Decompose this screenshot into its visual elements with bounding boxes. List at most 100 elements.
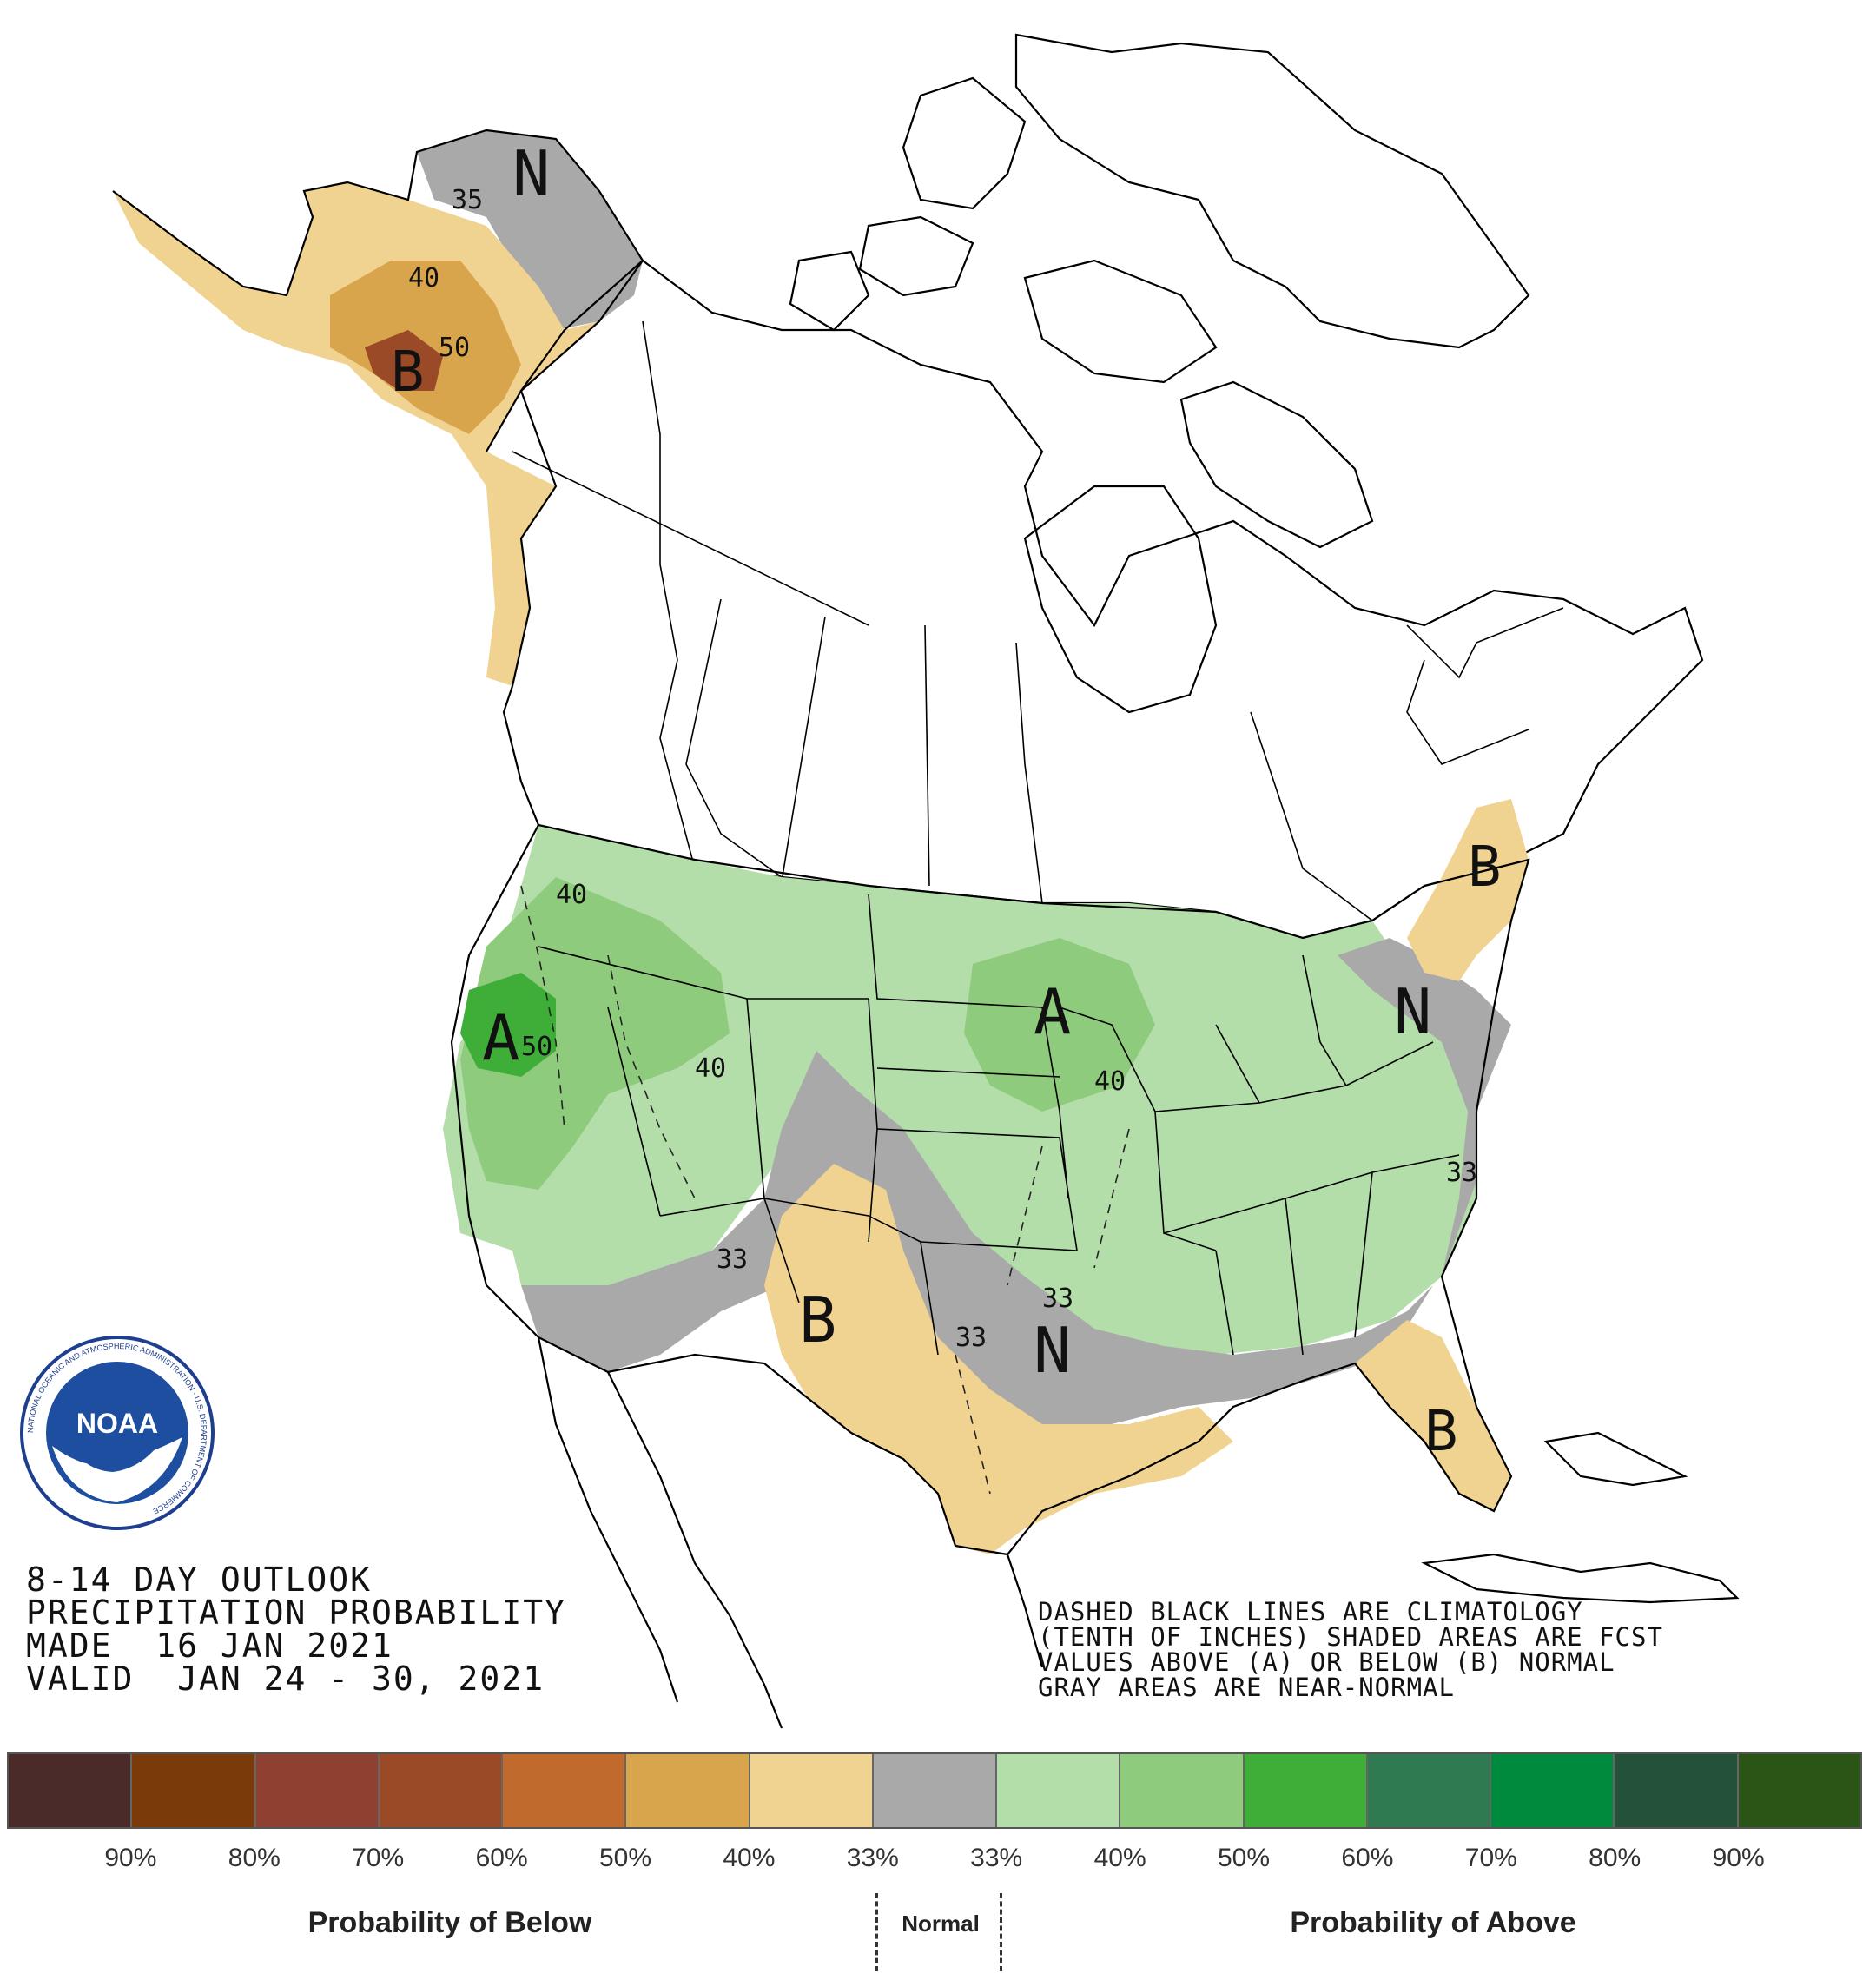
outlook-title-block: 8-14 DAY OUTLOOK PRECIPITATION PROBABILIT… — [26, 1563, 566, 1695]
legend-swatch — [1367, 1754, 1492, 1827]
south-n-label: N — [1034, 1314, 1071, 1387]
legend-percent-label: 33% — [846, 1844, 899, 1872]
midwest-a-label: A — [1034, 975, 1071, 1048]
legend-percent-label: 70% — [1464, 1844, 1517, 1872]
title-line-1: 8-14 DAY OUTLOOK — [26, 1561, 373, 1599]
alaska-35-label: 35 — [452, 185, 483, 215]
province-line-1 — [512, 451, 869, 626]
canada-outline — [502, 259, 1704, 940]
conus-below-33-northeast-area — [1407, 799, 1529, 981]
legend-percent-label: 90% — [1712, 1844, 1765, 1872]
note-line-3: VALUES ABOVE (A) OR BELOW (B) NORMAL — [1038, 1647, 1615, 1677]
southwest-b-label: B — [799, 1284, 836, 1356]
conus-below-33-southwest-area — [764, 1164, 1233, 1554]
legend-percent-label: 80% — [1589, 1844, 1642, 1872]
legend-percent-label: 90% — [104, 1844, 157, 1872]
title-line-3: MADE 16 JAN 2021 — [26, 1627, 393, 1665]
labrador-line — [1406, 607, 1564, 679]
conus-above-40-west-area — [460, 877, 730, 1190]
legend-swatch — [997, 1754, 1121, 1827]
note-line-2: (TENTH OF INCHES) SHADED AREAS ARE FCST — [1038, 1622, 1663, 1652]
probability-above-label: Probability of Above — [1290, 1906, 1576, 1939]
legend-percent-label: 60% — [475, 1844, 528, 1872]
alaska-region: N B 35 40 50 — [112, 129, 644, 686]
florida-b-label: B — [1424, 1400, 1458, 1464]
legend-swatch — [379, 1754, 504, 1827]
climatology-line-4 — [1007, 1145, 1043, 1286]
state-lines-central — [868, 894, 1217, 1251]
west-40-label: 40 — [556, 880, 587, 910]
province-line-5 — [924, 624, 930, 887]
normal-divider-left — [875, 1893, 878, 1971]
legend-swatch — [1615, 1754, 1739, 1827]
legend-swatch — [1244, 1754, 1368, 1827]
alaska-50-label: 50 — [439, 333, 470, 363]
conus-above-40-midwest-area — [964, 938, 1155, 1112]
quebec-line — [1406, 659, 1529, 765]
legend-percent-label: 50% — [598, 1844, 652, 1872]
state-lines-east — [1154, 954, 1460, 1356]
conus-below-33-florida-area — [1355, 1320, 1511, 1511]
south-33b-label: 33 — [1042, 1284, 1073, 1314]
south-33-label: 33 — [955, 1323, 987, 1353]
color-legend-bar — [7, 1752, 1862, 1829]
southern-outlines — [537, 1336, 1740, 1729]
noaa-logo-text: NOAA — [76, 1408, 158, 1439]
climatology-line-5 — [1093, 1128, 1130, 1269]
legend-percent-label: 60% — [1341, 1844, 1394, 1872]
legend-swatch — [9, 1754, 133, 1827]
baffin-island — [1179, 380, 1374, 549]
southwest-33-label: 33 — [717, 1244, 748, 1275]
east-33-label: 33 — [1446, 1158, 1477, 1188]
legend-percent-label: 40% — [1093, 1844, 1146, 1872]
legend-swatch — [626, 1754, 750, 1827]
normal-divider-right — [1000, 1893, 1002, 1971]
west-a-label: A — [482, 1001, 519, 1074]
legend-swatch — [750, 1754, 874, 1827]
canada-region — [502, 259, 1704, 940]
legend-percent-label: 33% — [970, 1844, 1023, 1872]
climatology-line-2 — [607, 954, 696, 1199]
title-line-4: VALID JAN 24 - 30, 2021 — [26, 1660, 545, 1698]
legend-swatch — [255, 1754, 380, 1827]
mexico-outline — [607, 1371, 783, 1729]
note-line-1: DASHED BLACK LINES ARE CLIMATOLOGY — [1038, 1597, 1583, 1627]
mexico-gulf-coast — [1006, 1554, 1044, 1668]
province-line-7 — [1250, 711, 1373, 921]
province-line-4 — [781, 616, 826, 882]
alaska-below-50-area — [365, 330, 443, 391]
conus-above-50-area — [460, 973, 556, 1077]
province-line-3 — [685, 598, 783, 878]
arctic-outlines — [789, 33, 1530, 549]
legend-swatch — [132, 1754, 256, 1827]
legend-swatch — [1738, 1754, 1860, 1827]
climatology-line-1 — [520, 885, 565, 1130]
northeast-b-label: B — [1468, 835, 1502, 900]
alaska-near-normal-area — [417, 130, 643, 330]
legend-swatch — [1491, 1754, 1615, 1827]
hudson-bay — [1023, 485, 1218, 714]
arctic-island-4 — [789, 250, 870, 332]
province-line-6 — [1015, 642, 1043, 904]
noaa-logo: NOAA NATIONAL OCEANIC AND ATMOSPHERIC AD… — [20, 1336, 215, 1530]
arctic-island-3 — [1023, 259, 1218, 384]
province-line-2 — [642, 320, 696, 869]
arctic-island-1 — [902, 76, 1027, 210]
baja-outline — [537, 1336, 679, 1703]
conus-near-normal-area — [521, 1051, 1433, 1424]
probability-below-label: Probability of Below — [307, 1906, 592, 1939]
note-line-4: GRAY AREAS ARE NEAR-NORMAL — [1038, 1673, 1455, 1702]
climatology-line-3 — [955, 1354, 991, 1495]
title-line-2: PRECIPITATION PROBABILITY — [26, 1594, 566, 1632]
west-50-label: 50 — [521, 1032, 552, 1062]
legend-percent-label: 50% — [1217, 1844, 1271, 1872]
greenland-outline — [1014, 33, 1530, 349]
arctic-island-2 — [858, 215, 974, 297]
outlook-map: N B 35 40 50 — [112, 33, 1740, 1729]
conus-near-normal-east-area — [1338, 938, 1511, 1277]
cuba-outline — [1421, 1553, 1740, 1604]
alaska-b-label: B — [391, 340, 425, 405]
legend-swatch — [873, 1754, 998, 1827]
legend-note-block: DASHED BLACK LINES ARE CLIMATOLOGY (TENTH… — [1038, 1600, 1663, 1700]
legend-percent-label: 80% — [228, 1844, 281, 1872]
